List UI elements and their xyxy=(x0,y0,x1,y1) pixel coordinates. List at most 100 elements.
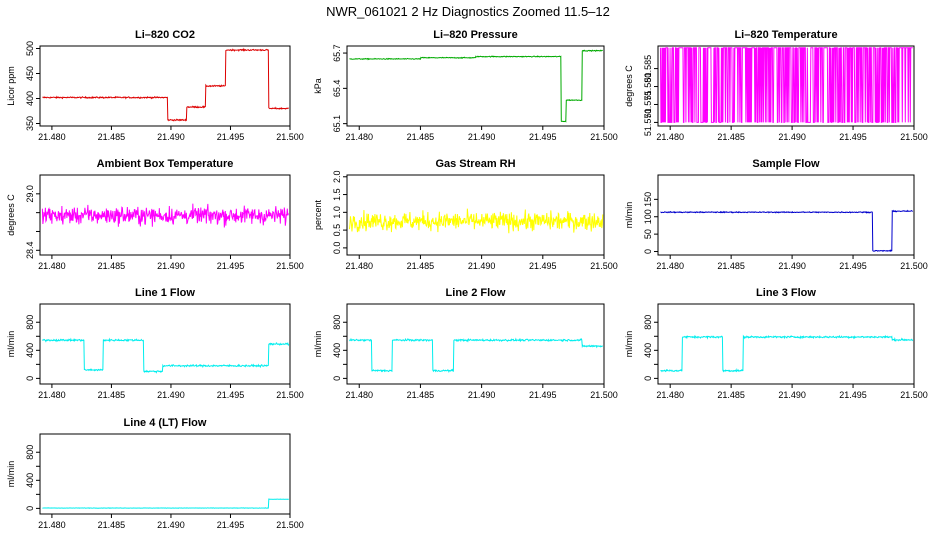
x-tick-label: 21.490 xyxy=(778,261,806,271)
panel-title: Line 3 Flow xyxy=(756,287,816,299)
x-tick-label: 21.495 xyxy=(217,261,245,271)
x-tick-label: 21.490 xyxy=(157,390,185,400)
x-tick-label: 21.500 xyxy=(590,132,618,142)
x-tick-label: 21.480 xyxy=(38,132,66,142)
x-tick-label: 21.480 xyxy=(38,390,66,400)
panel-9: Line 4 (LT) Flow 21.480 21.485 21.490 21.495… xyxy=(6,417,304,530)
x-tick-label: 21.500 xyxy=(276,390,304,400)
x-tick-label: 21.480 xyxy=(656,132,684,142)
x-tick-label: 21.495 xyxy=(217,520,245,530)
x-tick-label: 21.485 xyxy=(407,132,435,142)
y-tick-label: 450 xyxy=(25,66,35,81)
panel-0: Li–820 CO2 21.480 21.485 21.490 21.495 21.500… xyxy=(6,29,304,142)
x-tick-label: 21.490 xyxy=(778,132,806,142)
x-tick-label: 21.490 xyxy=(778,390,806,400)
panel-5: Sample Flow 21.480 21.485 21.490 21.495 21.50… xyxy=(624,158,928,271)
plot-frame xyxy=(39,174,291,256)
y-tick-label: 800 xyxy=(332,315,342,330)
data-series-line xyxy=(348,208,604,234)
y-tick-label: 28.4 xyxy=(25,242,35,260)
panel-title: Ambient Box Temperature xyxy=(97,158,234,170)
plot-frame xyxy=(346,174,605,256)
y-tick-label: 0 xyxy=(643,249,653,254)
data-series-line xyxy=(42,47,290,122)
y-tick-label: 2.0 xyxy=(332,171,342,184)
x-tick-label: 21.500 xyxy=(276,261,304,271)
x-tick-label: 21.490 xyxy=(157,132,185,142)
plot-frame xyxy=(39,303,291,385)
x-tick-label: 21.495 xyxy=(529,132,557,142)
y-tick-label: 0 xyxy=(25,506,35,511)
panel-3: Ambient Box Temperature 21.480 21.485 21.49… xyxy=(6,158,304,271)
y-tick-label: 800 xyxy=(25,445,35,460)
y-tick-label: 400 xyxy=(332,343,342,358)
panel-8: Line 3 Flow 21.480 21.485 21.490 21.495 21.50… xyxy=(624,287,928,400)
y-tick-label: 400 xyxy=(25,91,35,106)
x-tick-label: 21.490 xyxy=(468,390,496,400)
x-tick-label: 21.495 xyxy=(839,261,867,271)
plot-frame xyxy=(39,45,291,127)
panel-title: Line 2 Flow xyxy=(446,287,506,299)
y-tick-label: 0 xyxy=(332,376,342,381)
y-tick-label: 1.5 xyxy=(332,188,342,201)
x-tick-label: 21.485 xyxy=(717,390,745,400)
y-tick-label: 0 xyxy=(25,376,35,381)
y-axis-label: ml/min xyxy=(624,202,634,229)
y-tick-label: 51.575 xyxy=(643,91,653,119)
y-tick-label: 500 xyxy=(25,41,35,56)
y-tick-label: 65.7 xyxy=(332,44,342,62)
panels-container: Li–820 CO2 21.480 21.485 21.490 21.495 21.500… xyxy=(6,29,928,530)
panel-6: Line 1 Flow 21.480 21.485 21.490 21.495 21.50… xyxy=(6,287,304,400)
x-tick-label: 21.495 xyxy=(217,132,245,142)
y-tick-label: 0.5 xyxy=(332,224,342,237)
panel-1: Li–820 Pressure 21.480 21.485 21.490 21.495 2… xyxy=(313,29,618,142)
y-tick-label: 65.4 xyxy=(332,80,342,98)
x-tick-label: 21.480 xyxy=(345,261,373,271)
data-series-line xyxy=(660,334,914,373)
y-tick-label: 0 xyxy=(643,376,653,381)
panel-title: Li–820 Temperature xyxy=(734,29,837,41)
x-tick-label: 21.495 xyxy=(839,132,867,142)
panel-title: Li–820 Pressure xyxy=(433,29,517,41)
y-tick-label: 50 xyxy=(643,229,653,239)
y-tick-label: 51.580 xyxy=(643,73,653,101)
y-tick-label: 29.0 xyxy=(25,185,35,203)
x-tick-label: 21.485 xyxy=(407,390,435,400)
x-tick-label: 21.480 xyxy=(345,132,373,142)
y-axis-label: percent xyxy=(313,199,323,230)
plot-frame xyxy=(39,433,291,515)
x-tick-label: 21.490 xyxy=(468,261,496,271)
plot-frame xyxy=(657,303,915,385)
y-tick-label: 51.570 xyxy=(643,109,653,137)
y-tick-label: 800 xyxy=(25,315,35,330)
y-axis-label: kPa xyxy=(313,78,323,94)
x-tick-label: 21.480 xyxy=(345,390,373,400)
x-tick-label: 21.485 xyxy=(717,132,745,142)
x-tick-label: 21.500 xyxy=(276,132,304,142)
x-tick-label: 21.495 xyxy=(529,261,557,271)
x-tick-label: 21.480 xyxy=(656,261,684,271)
data-series-line xyxy=(42,498,289,509)
x-tick-label: 21.480 xyxy=(38,261,66,271)
data-series-line xyxy=(41,203,289,228)
x-tick-label: 21.495 xyxy=(529,390,557,400)
x-tick-label: 21.490 xyxy=(468,132,496,142)
y-tick-label: 800 xyxy=(643,315,653,330)
x-tick-label: 21.495 xyxy=(839,390,867,400)
data-series-line xyxy=(349,49,603,123)
panel-title: Li–820 CO2 xyxy=(135,29,195,41)
plot-frame xyxy=(657,45,915,127)
y-axis-label: ml/min xyxy=(313,331,323,358)
plot-frame xyxy=(346,45,605,127)
x-tick-label: 21.485 xyxy=(98,520,126,530)
x-tick-label: 21.490 xyxy=(157,261,185,271)
y-tick-label: 1.0 xyxy=(332,206,342,219)
x-tick-label: 21.490 xyxy=(157,520,185,530)
x-tick-label: 21.500 xyxy=(900,390,928,400)
y-axis-label: Licor ppm xyxy=(6,66,16,106)
y-tick-label: 0.0 xyxy=(332,242,342,255)
x-tick-label: 21.480 xyxy=(38,520,66,530)
x-tick-label: 21.500 xyxy=(590,261,618,271)
y-tick-label: 400 xyxy=(25,343,35,358)
panel-7: Line 2 Flow 21.480 21.485 21.490 21.495 21.50… xyxy=(313,287,618,400)
